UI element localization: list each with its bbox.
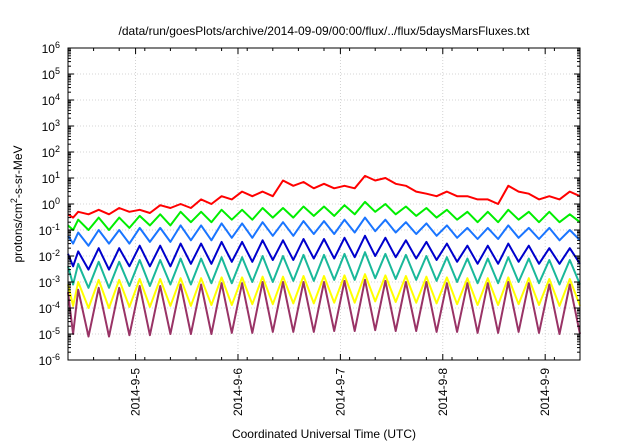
- y-tick-label: 10-6: [39, 352, 60, 368]
- y-tick-label: 102: [42, 144, 60, 160]
- y-tick-label-base: 10: [42, 94, 56, 108]
- y-axis-label-sup: 2: [9, 198, 19, 203]
- y-tick-label-exponent: -5: [52, 326, 60, 336]
- series-line-7: [67, 278, 581, 338]
- y-tick-label: 106: [42, 40, 60, 56]
- y-tick-label-exponent: 3: [55, 118, 60, 128]
- y-tick-label-base: 10: [39, 302, 53, 316]
- x-tick-label: 2014-9-5: [129, 368, 143, 416]
- series-line-4: [67, 234, 581, 271]
- y-tick-label: 10-5: [39, 326, 60, 342]
- y-tick-label: 10-4: [39, 300, 60, 316]
- y-tick-label-base: 10: [42, 198, 56, 212]
- x-tick-label: 2014-9-8: [436, 368, 450, 416]
- y-tick-label: 100: [42, 196, 60, 212]
- x-tick-label: 2014-9-7: [333, 368, 347, 416]
- y-tick-label-base: 10: [39, 276, 53, 290]
- y-tick-label-exponent: 1: [55, 170, 60, 180]
- series-line-6: [67, 273, 581, 309]
- chart-title: /data/run/goesPlots/archive/2014-09-09/0…: [119, 24, 531, 38]
- y-tick-label-base: 10: [42, 146, 56, 160]
- y-axis-label-prefix: protons/cm: [11, 203, 25, 262]
- y-tick-label-base: 10: [39, 354, 53, 368]
- y-tick-label-exponent: 4: [55, 92, 60, 102]
- y-tick-label-exponent: 6: [55, 40, 60, 50]
- y-tick-label: 10-3: [39, 274, 60, 290]
- y-tick-label-base: 10: [39, 224, 53, 238]
- x-tick-label: 2014-9-6: [231, 368, 245, 416]
- y-tick-label-exponent: 2: [55, 144, 60, 154]
- x-axis-label: Coordinated Universal Time (UTC): [232, 427, 416, 441]
- series-line-2: [67, 200, 581, 231]
- series-line-1: [67, 174, 581, 219]
- y-tick-label-exponent: -3: [52, 274, 60, 284]
- y-tick-label: 10-2: [39, 248, 60, 264]
- y-tick-label-exponent: -6: [52, 352, 60, 362]
- x-tick-label: 2014-9-9: [538, 368, 552, 416]
- y-tick-label-exponent: 5: [55, 66, 60, 76]
- series-layer: [67, 174, 581, 338]
- series-line-3: [67, 216, 581, 247]
- y-axis-label-suffix: -s-sr-MeV: [11, 145, 25, 198]
- series-line-5: [67, 251, 581, 289]
- y-tick-label-exponent: -2: [52, 248, 60, 258]
- y-tick-label-base: 10: [39, 328, 53, 342]
- y-tick-label-exponent: -1: [52, 222, 60, 232]
- y-tick-label-base: 10: [39, 250, 53, 264]
- y-tick-label: 101: [42, 170, 60, 186]
- y-tick-label: 105: [42, 66, 60, 82]
- y-tick-label-base: 10: [42, 120, 56, 134]
- y-tick-label: 104: [42, 92, 60, 108]
- y-tick-label: 103: [42, 118, 60, 134]
- y-tick-label-base: 10: [42, 172, 56, 186]
- y-tick-label-exponent: -4: [52, 300, 60, 310]
- x-axis: 2014-9-5 2014-9-6 2014-9-7 2014-9-8 2014-9-9: [67, 48, 581, 416]
- y-axis-label: protons/cm2-s-sr-MeV: [9, 145, 25, 262]
- y-tick-label: 10-1: [39, 222, 60, 238]
- y-tick-label-exponent: 0: [55, 196, 60, 206]
- y-tick-label-base: 10: [42, 68, 56, 82]
- y-tick-label-base: 10: [42, 42, 56, 56]
